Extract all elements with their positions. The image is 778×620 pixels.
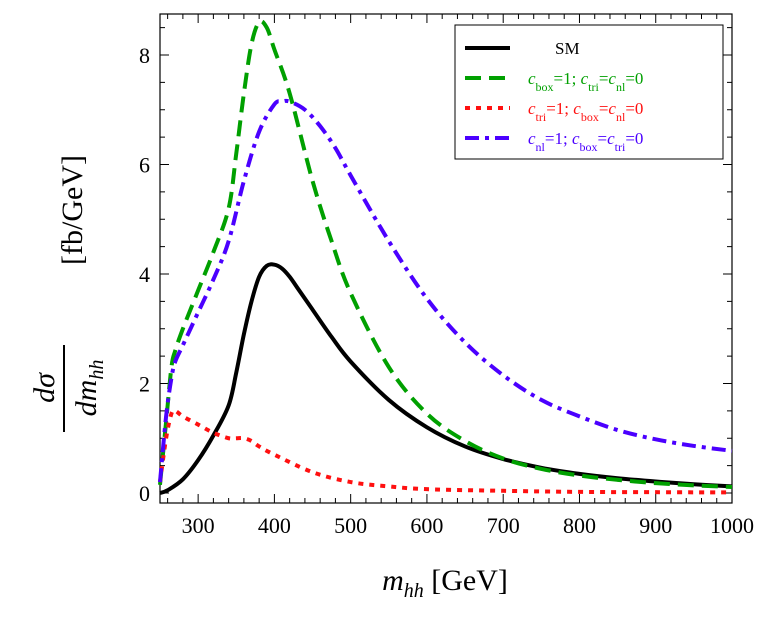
legend-label-3: ctri=1; cbox=cnl=0 <box>528 99 643 124</box>
legend-label-1: SM <box>555 39 580 58</box>
y-axis-title: dσ dmhh [fb/GeV] <box>28 155 108 432</box>
plot-frame <box>159 13 733 504</box>
axis-titles: mhh [GeV] dσ dmhh [fb/GeV] <box>28 155 508 602</box>
x-tick-label: 800 <box>563 513 596 538</box>
y-tick-label: 6 <box>139 153 150 178</box>
x-tick-label: 700 <box>487 513 520 538</box>
legend: SM cbox=1; ctri=cnl=0 ctri=1; cbox=cnl=0 cn… <box>454 24 724 160</box>
legend-label-4: cnl=1; cbox=ctri=0 <box>528 129 643 154</box>
series-line-2 <box>158 19 733 489</box>
x-tick-label: 400 <box>258 513 291 538</box>
x-tick-label: 1000 <box>710 513 754 538</box>
series-line-3 <box>158 408 733 495</box>
x-axis-title: mhh [GeV] <box>382 564 508 602</box>
legend-label-2: cbox=1; ctri=cnl=0 <box>528 69 643 94</box>
plot-axes <box>159 13 733 504</box>
x-tick-label: 900 <box>639 513 672 538</box>
data-series <box>158 19 733 495</box>
y-title-denominator: dmhh <box>70 360 108 417</box>
x-tick-label: 600 <box>410 513 443 538</box>
y-tick-label: 0 <box>139 481 150 506</box>
y-tick-label: 2 <box>139 372 150 397</box>
y-title-unit: [fb/GeV] <box>56 155 89 265</box>
y-title-numerator: dσ <box>28 372 61 403</box>
series-line-1 <box>159 262 733 495</box>
axis-ticks: 300 400 500 600 700 800 900 1000 0 2 4 6 8 <box>139 14 754 538</box>
y-tick-label: 8 <box>139 43 150 68</box>
x-tick-label: 300 <box>182 513 215 538</box>
x-tick-label: 500 <box>334 513 367 538</box>
series-line-4 <box>158 98 733 483</box>
y-tick-label: 4 <box>139 262 150 287</box>
